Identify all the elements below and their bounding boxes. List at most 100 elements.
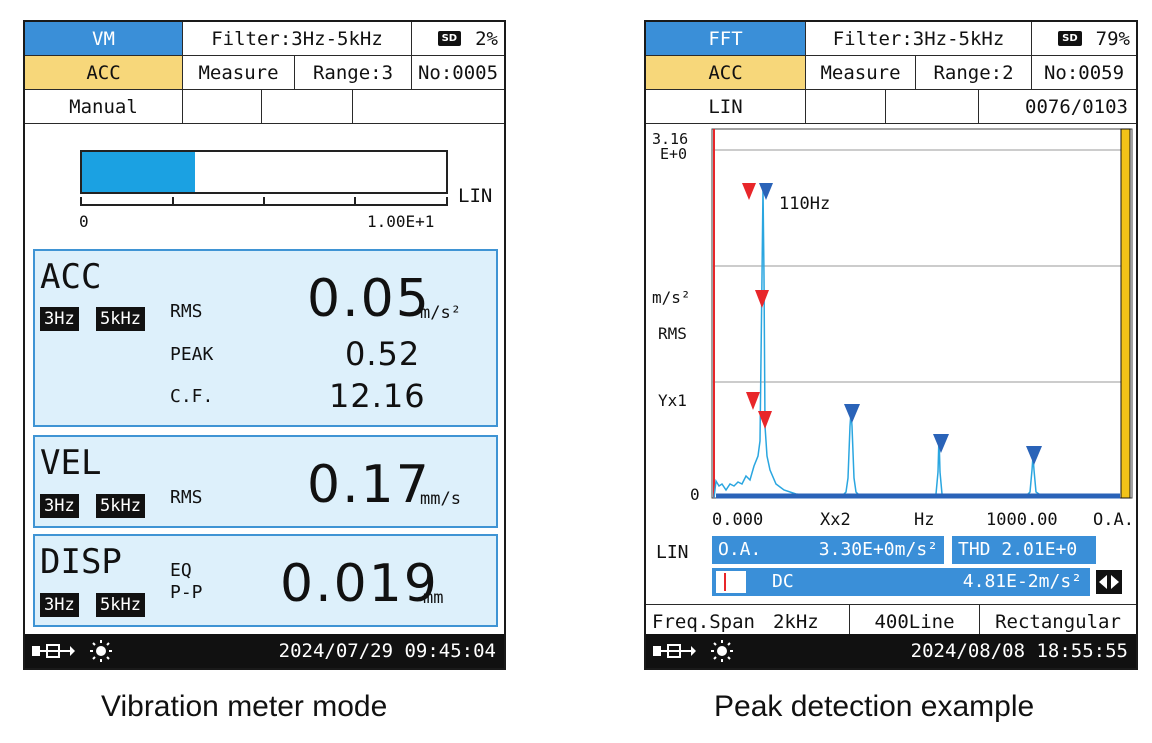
x-overall-label: O.A. <box>1093 510 1134 530</box>
battery-level: 79% <box>1095 27 1130 50</box>
mode-indicator[interactable]: FFT <box>646 22 806 55</box>
axis-tick <box>263 197 265 204</box>
header-row-3: Manual <box>25 90 504 124</box>
usb-power-icon <box>653 644 696 658</box>
disp-title: DISP <box>40 542 122 582</box>
bar-min-label: 0 <box>79 212 89 231</box>
x-max-label: 1000.00 <box>986 510 1058 530</box>
peak-marker-blue <box>1026 446 1042 465</box>
backlight-sun-icon <box>711 640 733 662</box>
bar-scale-label: LIN <box>458 185 493 207</box>
range-indicator[interactable]: Range:2 <box>916 56 1032 89</box>
dc-value: 4.81E-2m/s² <box>962 571 1082 592</box>
settings-row: Freq.Span 2kHz 400Line Rectangular <box>646 604 1136 638</box>
disp-filter-low: 3Hz <box>40 593 79 617</box>
quantity-indicator[interactable]: ACC <box>25 56 183 89</box>
peak-marker-blue <box>759 183 773 200</box>
storage-battery-cell: SD 2% <box>412 22 504 55</box>
scale-indicator[interactable]: LIN <box>646 90 806 123</box>
dc-readout[interactable]: DC 4.81E-2m/s² <box>712 568 1090 596</box>
datetime: 2024/07/29 09:45:04 <box>278 640 496 662</box>
vel-panel[interactable]: VEL 3Hz 5kHz RMS 0.17 mm/s <box>33 435 498 528</box>
usb-power-icon <box>32 644 75 658</box>
y-max-exponent: E+0 <box>660 145 687 163</box>
measure-status[interactable]: Measure <box>806 56 916 89</box>
filter-indicator[interactable]: Filter:3Hz-5kHz <box>806 22 1032 55</box>
quantity-indicator[interactable]: ACC <box>646 56 806 89</box>
empty-cell-2 <box>886 90 979 123</box>
filter-indicator[interactable]: Filter:3Hz-5kHz <box>183 22 412 55</box>
y-zero-label: 0 <box>690 485 700 504</box>
left-right-arrows-icon[interactable] <box>1096 570 1122 594</box>
acc-peak-label: PEAK <box>170 344 214 365</box>
disp-value: 0.019 <box>280 554 439 614</box>
level-bar-axis <box>80 204 448 206</box>
status-footer: 2024/08/08 18:55:55 <box>646 634 1136 668</box>
acc-panel[interactable]: ACC 3Hz 5kHz RMS 0.05 m/s² PEAK 0.52 C.F… <box>33 249 498 427</box>
vel-rms-value: 0.17 <box>307 455 431 515</box>
peak-marker-red <box>742 183 756 200</box>
x-min-label: 0.000 <box>712 510 763 530</box>
vel-rms-label: RMS <box>170 487 203 508</box>
empty-cell-2 <box>262 90 353 123</box>
empty-cell-1 <box>806 90 886 123</box>
sd-card-icon: SD <box>437 31 462 46</box>
storage-battery-cell: SD 79% <box>1032 22 1136 55</box>
plot-frame <box>711 128 1133 499</box>
vibration-meter-screen: VM Filter:3Hz-5kHz SD 2% ACC Measure Ran… <box>23 20 506 670</box>
window-setting[interactable]: Rectangular <box>995 610 1121 633</box>
vel-unit: mm/s <box>420 489 461 509</box>
freq-span-value: 2kHz <box>772 610 819 633</box>
freq-span-label: Freq.Span <box>652 610 755 633</box>
acc-cf-value: 12.16 <box>329 377 426 415</box>
mode-indicator[interactable]: VM <box>25 22 183 55</box>
empty-cell-3 <box>353 90 504 123</box>
peak-marker-red <box>758 411 772 429</box>
vel-title: VEL <box>40 443 102 483</box>
trigger-mode[interactable]: Manual <box>25 90 183 123</box>
acc-filter-low: 3Hz <box>40 307 79 331</box>
thd-value: 2.01E+0 <box>1001 539 1078 560</box>
overall-readout[interactable]: O.A. 3.30E+0m/s² <box>712 536 944 564</box>
thd-label: THD <box>958 539 991 560</box>
vel-filter-high: 5kHz <box>96 494 145 518</box>
lines-setting[interactable]: 400Line <box>850 605 980 638</box>
dc-cursor-box <box>716 571 746 593</box>
freq-span-cell[interactable]: Freq.Span 2kHz <box>646 605 850 638</box>
x-unit-label: Hz <box>914 510 934 530</box>
acc-rms-value: 0.05 <box>307 269 431 329</box>
disp-eq-label: EQ <box>170 560 192 581</box>
header-row-2: ACC Measure Range:2 No:0059 <box>646 56 1136 90</box>
right-caption: Peak detection example <box>714 690 1035 723</box>
left-caption: Vibration meter mode <box>101 690 388 723</box>
record-number: No:0005 <box>417 61 499 84</box>
level-bar-fill <box>82 152 195 192</box>
disp-panel[interactable]: DISP 3Hz 5kHz EQ P-P 0.019 mm <box>33 534 498 627</box>
x-zoom-label: Xx2 <box>820 510 851 530</box>
measure-status[interactable]: Measure <box>183 56 295 89</box>
peak-frequency-label: 110Hz <box>779 194 830 214</box>
axis-tick <box>446 197 448 204</box>
oa-label: O.A. <box>718 539 762 560</box>
acc-cf-label: C.F. <box>170 386 214 407</box>
y-unit-label: m/s² <box>652 288 691 307</box>
sample-count: 0076/0103 <box>1025 95 1128 118</box>
record-number: No:0059 <box>1043 61 1125 84</box>
datetime: 2024/08/08 18:55:55 <box>910 640 1128 662</box>
fft-screen: FFT Filter:3Hz-5kHz SD 79% ACC Measure R… <box>644 20 1138 670</box>
y-max-label: 3.16 <box>652 130 688 148</box>
oa-value: 3.30E+0m/s² <box>818 539 938 560</box>
header-row-1: FFT Filter:3Hz-5kHz SD 79% <box>646 22 1136 56</box>
disp-unit: mm <box>423 588 444 608</box>
acc-title: ACC <box>40 257 102 297</box>
range-indicator[interactable]: Range:3 <box>295 56 412 89</box>
bar-max-label: 1.00E+1 <box>367 212 435 231</box>
backlight-sun-icon <box>90 640 112 662</box>
disp-filter-high: 5kHz <box>96 593 145 617</box>
vel-filter-low: 3Hz <box>40 494 79 518</box>
thd-readout[interactable]: THD 2.01E+0 <box>952 536 1096 564</box>
peak-marker-red <box>746 392 760 410</box>
fft-spectrum-chart[interactable]: 110Hz 3.16 E+0 m/s² RMS Yx1 0 0.000 Xx2 … <box>646 126 1136 546</box>
y-scale-label: Yx1 <box>658 391 687 410</box>
header-row-3: LIN 0076/0103 <box>646 90 1136 124</box>
